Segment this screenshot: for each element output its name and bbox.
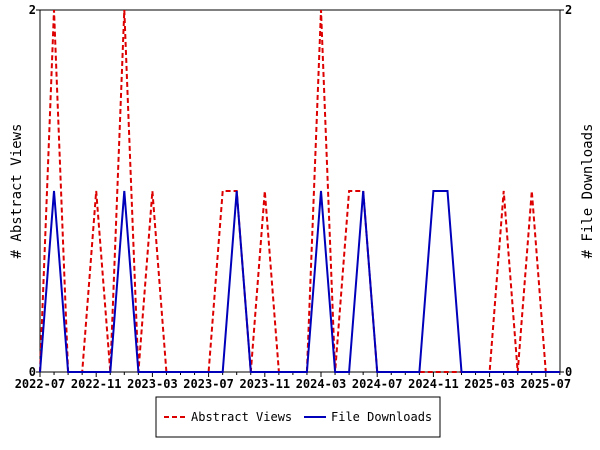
x-tick-label: 2023-07 — [183, 377, 234, 391]
series-line-file-downloads — [39, 190, 560, 373]
x-tick-label: 2023-11 — [240, 377, 291, 391]
y-tick-label-right: 2 — [565, 3, 572, 17]
x-tick-label: 2025-03 — [464, 377, 515, 391]
legend: Abstract Views File Downloads — [155, 396, 441, 438]
x-tick-label: 2024-03 — [296, 377, 347, 391]
x-tick-label: 2022-07 — [15, 377, 66, 391]
x-tick-label: 2023-03 — [127, 377, 178, 391]
x-tick-label: 2024-11 — [408, 377, 459, 391]
legend-label-abstract-views: Abstract Views — [191, 410, 292, 424]
x-tick-label: 2024-07 — [352, 377, 403, 391]
x-tick-label: 2025-07 — [521, 377, 572, 391]
legend-label-file-downloads: File Downloads — [331, 410, 432, 424]
y-axis-label-right: # File Downloads — [580, 124, 596, 259]
y-tick-label-left: 0 — [29, 365, 36, 379]
x-tick-label: 2022-11 — [71, 377, 122, 391]
y-tick-label-right: 0 — [565, 365, 572, 379]
y-tick-label-left: 2 — [29, 3, 36, 17]
y-axis-label-left: # Abstract Views — [9, 124, 25, 259]
